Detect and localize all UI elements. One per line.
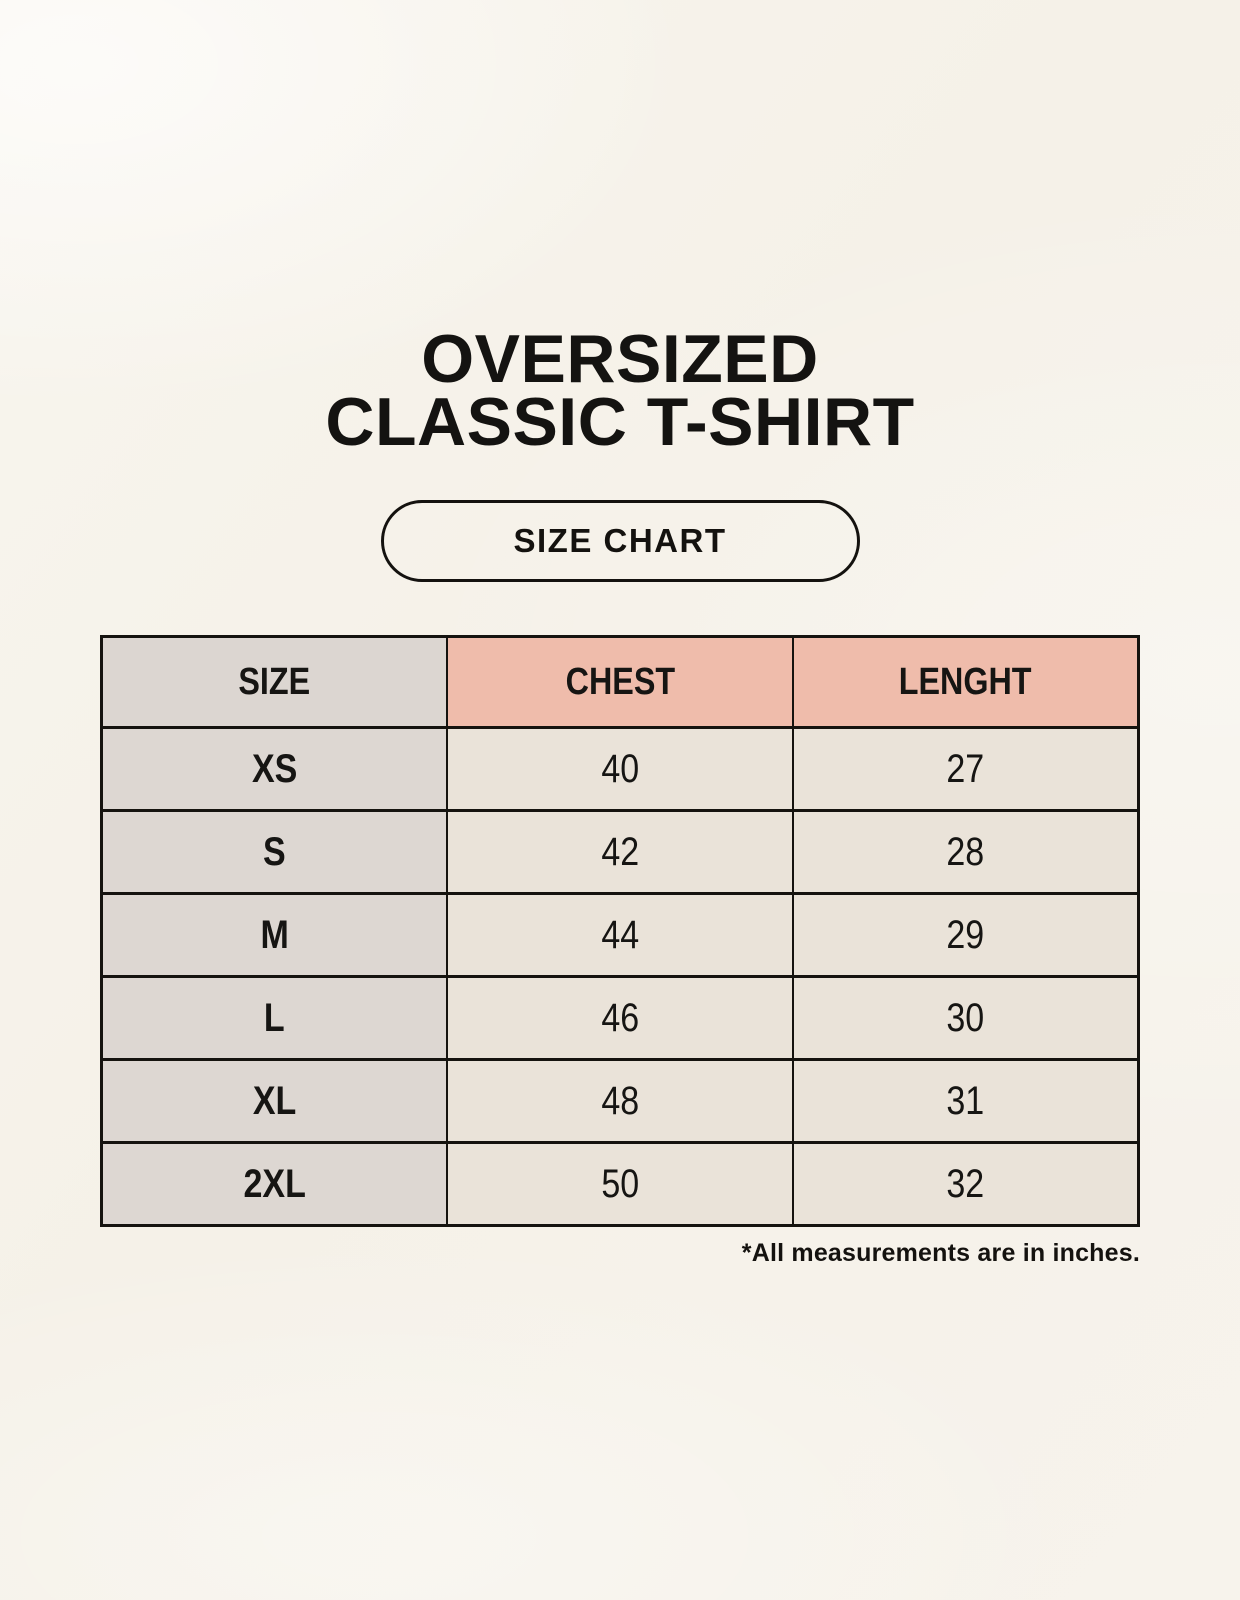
column-header-chest-label: CHEST (565, 660, 675, 703)
badge-container: SIZE CHART (0, 500, 1240, 583)
chest-cell: 48 (446, 1058, 794, 1145)
table-row: L 46 30 (100, 975, 1140, 1062)
chest-cell: 44 (446, 892, 794, 979)
measurements-footnote: *All measurements are in inches. (741, 1239, 1140, 1268)
length-cell: 28 (791, 809, 1140, 896)
size-chart-table: SIZE CHEST LENGHT XS 40 27 S 42 28 M 44 … (100, 635, 1140, 1228)
chest-cell: 46 (446, 975, 794, 1062)
column-header-chest: CHEST (446, 635, 794, 730)
page-title: OVERSIZED CLASSIC T-SHIRT (0, 0, 1240, 461)
chest-cell: 42 (446, 809, 794, 896)
table-row: S 42 28 (100, 809, 1140, 896)
length-cell: 27 (791, 726, 1140, 813)
table-row: XS 40 27 (100, 726, 1140, 813)
length-cell: 32 (791, 1141, 1140, 1228)
table-row: 2XL 50 32 (100, 1141, 1140, 1228)
length-cell: 29 (791, 892, 1140, 979)
column-header-length-label: LENGHT (898, 660, 1032, 703)
size-cell: S (100, 809, 449, 896)
chest-cell: 50 (446, 1141, 794, 1228)
size-cell: XS (100, 726, 449, 813)
column-header-size-label: SIZE (238, 660, 311, 703)
size-cell: L (100, 975, 449, 1062)
size-cell: 2XL (100, 1141, 449, 1228)
title-line-1: OVERSIZED (421, 321, 819, 397)
title-line-2: CLASSIC T-SHIRT (325, 384, 915, 461)
table-header-row: SIZE CHEST LENGHT (100, 635, 1140, 730)
table-row: M 44 29 (100, 892, 1140, 979)
length-cell: 30 (791, 975, 1140, 1062)
size-chart-badge: SIZE CHART (380, 500, 860, 583)
size-cell: M (100, 892, 449, 979)
table-row: XL 48 31 (100, 1058, 1140, 1145)
column-header-length: LENGHT (791, 635, 1140, 730)
size-cell: XL (100, 1058, 449, 1145)
chest-cell: 40 (446, 726, 794, 813)
length-cell: 31 (791, 1058, 1140, 1145)
column-header-size: SIZE (100, 635, 449, 730)
